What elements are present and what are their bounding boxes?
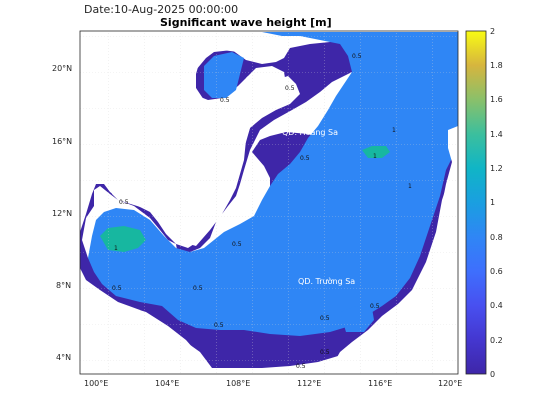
lat-tick-label: 8°N	[56, 281, 71, 290]
lon-tick-label: 104°E	[155, 379, 179, 388]
lat-tick-label: 20°N	[52, 64, 72, 73]
contour-label: 1	[373, 153, 377, 160]
map-title: Significant wave height [m]	[160, 16, 332, 29]
colorbar-tick-label: 1	[490, 198, 495, 207]
contour-label: 1	[114, 245, 118, 252]
contour-label: 1	[408, 183, 412, 190]
contour-labels: 0.5 0.5 0.5 0.5 0.5 0.5 0.5 0.5 0.5 1 1 …	[112, 53, 412, 370]
contour-label: 0.5	[320, 349, 330, 356]
contour-label: 0.5	[232, 241, 242, 248]
lat-tick-label: 12°N	[52, 209, 72, 218]
contour-label: 0.5	[112, 285, 122, 292]
colorbar-tick-label: 1.8	[490, 61, 503, 70]
place-label-hoang-sa: QD. Hoàng Sa	[282, 128, 338, 137]
lon-tick-label: 112°E	[297, 379, 321, 388]
colorbar-tick-label: 0.8	[490, 233, 503, 242]
contour-label: 0.5	[370, 303, 380, 310]
contour-label: 0.5	[214, 322, 224, 329]
colorbar-tick-label: 0	[490, 370, 495, 379]
lon-tick-label: 116°E	[368, 379, 392, 388]
lon-ticks: 100°E 104°E 108°E 112°E 116°E 120°E	[84, 379, 462, 388]
colorbar-tick-label: 0.6	[490, 267, 503, 276]
colorbar-tick-label: 1.2	[490, 164, 503, 173]
colorbar-tick-label: 0.2	[490, 336, 503, 345]
contour-label: 0.5	[320, 315, 330, 322]
contour-label: 0.5	[193, 285, 203, 292]
contour-label: 0.5	[300, 155, 310, 162]
contour-label: 0.5	[296, 363, 306, 370]
colorbar-tick-label: 1.4	[490, 130, 503, 139]
place-label-truong-sa: QD. Trường Sa	[298, 276, 355, 286]
map-frame	[79, 30, 459, 375]
contour-label: 0.5	[352, 53, 362, 60]
contour-label: 1	[392, 127, 396, 134]
lon-tick-label: 120°E	[438, 379, 462, 388]
date-label: Date:10-Aug-2025 00:00:00	[84, 3, 239, 16]
contour-label: 0.5	[220, 97, 230, 104]
colorbar-tick-label: 0.4	[490, 301, 503, 310]
contour-label: 0.5	[119, 199, 129, 206]
colorbar-ticks: 2 1.8 1.6 1.4 1.2 1 0.8 0.6 0.4 0.2 0	[490, 27, 503, 379]
lon-tick-label: 100°E	[84, 379, 108, 388]
contour-label: 0.5	[285, 85, 295, 92]
lon-tick-label: 108°E	[226, 379, 250, 388]
graticule	[80, 31, 458, 374]
lat-tick-label: 4°N	[56, 353, 71, 362]
colorbar-tick-label: 1.6	[490, 95, 503, 104]
lat-tick-label: 16°N	[52, 137, 72, 146]
lat-ticks: 20°N 16°N 12°N 8°N 4°N	[52, 64, 72, 362]
colorbar-tick-label: 2	[490, 27, 495, 36]
colorbar	[465, 30, 487, 375]
